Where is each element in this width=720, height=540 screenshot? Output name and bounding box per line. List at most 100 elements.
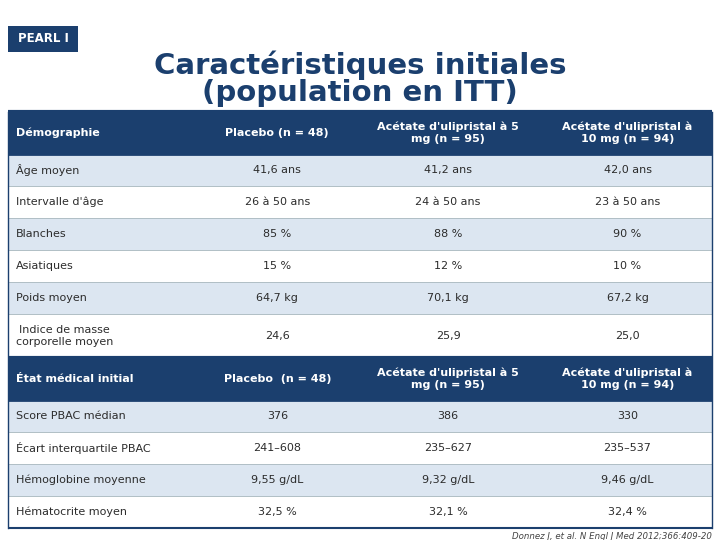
Text: Âge moyen: Âge moyen xyxy=(16,164,79,176)
Text: Hématocrite moyen: Hématocrite moyen xyxy=(16,507,127,517)
Bar xyxy=(8,154,202,186)
Text: 12 %: 12 % xyxy=(434,261,462,271)
Text: Acétate d'ulipristal à
10 mg (n = 94): Acétate d'ulipristal à 10 mg (n = 94) xyxy=(562,368,693,390)
Bar xyxy=(543,400,712,432)
Text: Placebo  (n = 48): Placebo (n = 48) xyxy=(223,374,331,384)
Bar xyxy=(202,218,353,250)
Text: 25,0: 25,0 xyxy=(615,331,640,341)
Bar xyxy=(202,496,353,528)
Text: 23 à 50 ans: 23 à 50 ans xyxy=(595,197,660,207)
Bar xyxy=(8,358,202,400)
Text: Placebo (n = 48): Placebo (n = 48) xyxy=(225,128,329,138)
Text: 386: 386 xyxy=(438,411,459,421)
Text: 70,1 kg: 70,1 kg xyxy=(427,293,469,303)
Bar xyxy=(543,496,712,528)
Text: 88 %: 88 % xyxy=(434,229,462,239)
Text: Intervalle d'âge: Intervalle d'âge xyxy=(16,197,104,207)
Text: 235–627: 235–627 xyxy=(424,443,472,453)
Text: Hémoglobine moyenne: Hémoglobine moyenne xyxy=(16,475,145,485)
Text: 376: 376 xyxy=(266,411,288,421)
Bar xyxy=(353,358,543,400)
Bar xyxy=(543,112,712,154)
Bar xyxy=(543,314,712,358)
Bar xyxy=(543,282,712,314)
Text: Acétate d'ulipristal à 5
mg (n = 95): Acétate d'ulipristal à 5 mg (n = 95) xyxy=(377,368,519,390)
Text: Acétate d'ulipristal à 5
mg (n = 95): Acétate d'ulipristal à 5 mg (n = 95) xyxy=(377,122,519,144)
Bar xyxy=(8,26,78,52)
Bar xyxy=(353,282,543,314)
Bar xyxy=(8,432,202,464)
Bar xyxy=(543,218,712,250)
Text: 10 %: 10 % xyxy=(613,261,642,271)
Text: 67,2 kg: 67,2 kg xyxy=(606,293,649,303)
Text: 41,6 ans: 41,6 ans xyxy=(253,165,301,175)
Bar xyxy=(8,496,202,528)
Text: 26 à 50 ans: 26 à 50 ans xyxy=(245,197,310,207)
Bar xyxy=(202,154,353,186)
Bar xyxy=(543,186,712,218)
Bar xyxy=(353,314,543,358)
Text: Donnez J, et al. N Engl J Med 2012;366:409-20: Donnez J, et al. N Engl J Med 2012;366:4… xyxy=(512,532,712,540)
Text: 42,0 ans: 42,0 ans xyxy=(603,165,652,175)
Bar xyxy=(8,464,202,496)
Text: 85 %: 85 % xyxy=(263,229,292,239)
Text: PEARL I: PEARL I xyxy=(17,32,68,45)
Text: Caractéristiques initiales: Caractéristiques initiales xyxy=(154,50,566,80)
Text: Asiatiques: Asiatiques xyxy=(16,261,73,271)
Bar xyxy=(202,186,353,218)
Text: 32,1 %: 32,1 % xyxy=(428,507,467,517)
Bar xyxy=(543,464,712,496)
Bar xyxy=(8,250,202,282)
Bar xyxy=(353,186,543,218)
Text: 235–537: 235–537 xyxy=(603,443,652,453)
Bar xyxy=(353,250,543,282)
Bar xyxy=(202,358,353,400)
Bar xyxy=(202,432,353,464)
Text: Indice de masse
corporelle moyen: Indice de masse corporelle moyen xyxy=(16,325,113,347)
Bar xyxy=(202,250,353,282)
Text: État médical initial: État médical initial xyxy=(16,374,133,384)
Bar xyxy=(8,314,202,358)
Text: 25,9: 25,9 xyxy=(436,331,460,341)
Bar xyxy=(202,112,353,154)
Text: Score PBAC médian: Score PBAC médian xyxy=(16,411,126,421)
Bar xyxy=(543,250,712,282)
Text: 32,4 %: 32,4 % xyxy=(608,507,647,517)
Text: 90 %: 90 % xyxy=(613,229,642,239)
Text: 41,2 ans: 41,2 ans xyxy=(424,165,472,175)
Bar xyxy=(353,464,543,496)
Text: Acétate d'ulipristal à
10 mg (n = 94): Acétate d'ulipristal à 10 mg (n = 94) xyxy=(562,122,693,144)
Bar xyxy=(353,218,543,250)
Bar xyxy=(353,496,543,528)
Bar xyxy=(8,282,202,314)
Bar xyxy=(202,282,353,314)
Text: 24,6: 24,6 xyxy=(265,331,289,341)
Text: Écart interquartile PBAC: Écart interquartile PBAC xyxy=(16,442,150,454)
Text: 9,32 g/dL: 9,32 g/dL xyxy=(422,475,474,485)
Text: (population en ITT): (population en ITT) xyxy=(202,79,518,107)
Text: 241–608: 241–608 xyxy=(253,443,301,453)
Text: 64,7 kg: 64,7 kg xyxy=(256,293,298,303)
Bar xyxy=(8,400,202,432)
Bar xyxy=(8,112,202,154)
Bar xyxy=(543,154,712,186)
Text: 330: 330 xyxy=(617,411,638,421)
Bar xyxy=(202,464,353,496)
Text: Démographie: Démographie xyxy=(16,128,100,138)
Bar xyxy=(202,314,353,358)
Text: Poids moyen: Poids moyen xyxy=(16,293,87,303)
Bar xyxy=(353,400,543,432)
Bar xyxy=(543,358,712,400)
Text: 9,46 g/dL: 9,46 g/dL xyxy=(601,475,654,485)
Bar xyxy=(353,154,543,186)
Bar xyxy=(543,432,712,464)
Text: Blanches: Blanches xyxy=(16,229,67,239)
Text: 24 à 50 ans: 24 à 50 ans xyxy=(415,197,481,207)
Bar xyxy=(353,112,543,154)
Bar xyxy=(202,400,353,432)
Bar xyxy=(353,432,543,464)
Text: 32,5 %: 32,5 % xyxy=(258,507,297,517)
Bar xyxy=(8,218,202,250)
Text: 15 %: 15 % xyxy=(264,261,292,271)
Text: 9,55 g/dL: 9,55 g/dL xyxy=(251,475,303,485)
